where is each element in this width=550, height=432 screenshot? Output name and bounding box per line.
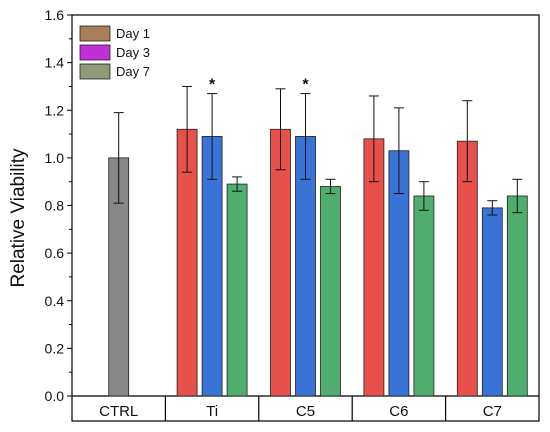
bar-c5-s3 xyxy=(320,186,341,397)
y-tick-label: 0.8 xyxy=(45,198,65,214)
bar-c7-s2 xyxy=(481,207,503,397)
legend-swatch xyxy=(79,25,111,42)
y-tick-label: 1.0 xyxy=(45,150,65,166)
legend-label: Day 7 xyxy=(116,64,150,79)
legend-label: Day 1 xyxy=(116,26,150,41)
y-tick-label: 0.4 xyxy=(45,293,65,309)
bar-c7-s3 xyxy=(506,195,528,397)
x-tick-label: CTRL xyxy=(99,403,138,420)
y-axis-label: Relative Viability xyxy=(8,148,29,288)
bar-c6-s3 xyxy=(413,195,435,397)
x-tick-label: C6 xyxy=(389,403,408,420)
y-tick-label: 1.6 xyxy=(45,7,65,23)
plot-frame xyxy=(71,14,540,422)
y-tick-label: 0.6 xyxy=(45,245,65,261)
x-tick-label: C7 xyxy=(483,403,502,420)
x-tick-label: C5 xyxy=(296,403,315,420)
significance-marker: * xyxy=(209,77,216,94)
y-tick-label: 1.2 xyxy=(45,102,65,118)
y-tick-label: 0.0 xyxy=(45,388,65,404)
significance-marker: * xyxy=(302,77,309,94)
legend-swatch xyxy=(79,44,111,61)
x-tick-label: Ti xyxy=(206,403,218,420)
y-tick-label: 1.4 xyxy=(45,55,65,71)
legend-label: Day 3 xyxy=(116,45,150,60)
chart-bars: * * xyxy=(108,77,528,397)
bar-ti-s3 xyxy=(226,183,248,397)
y-tick-label: 0.2 xyxy=(45,340,65,356)
legend-swatch xyxy=(79,63,111,80)
chart-legend: Day 1 Day 3 Day 7 xyxy=(79,25,150,80)
